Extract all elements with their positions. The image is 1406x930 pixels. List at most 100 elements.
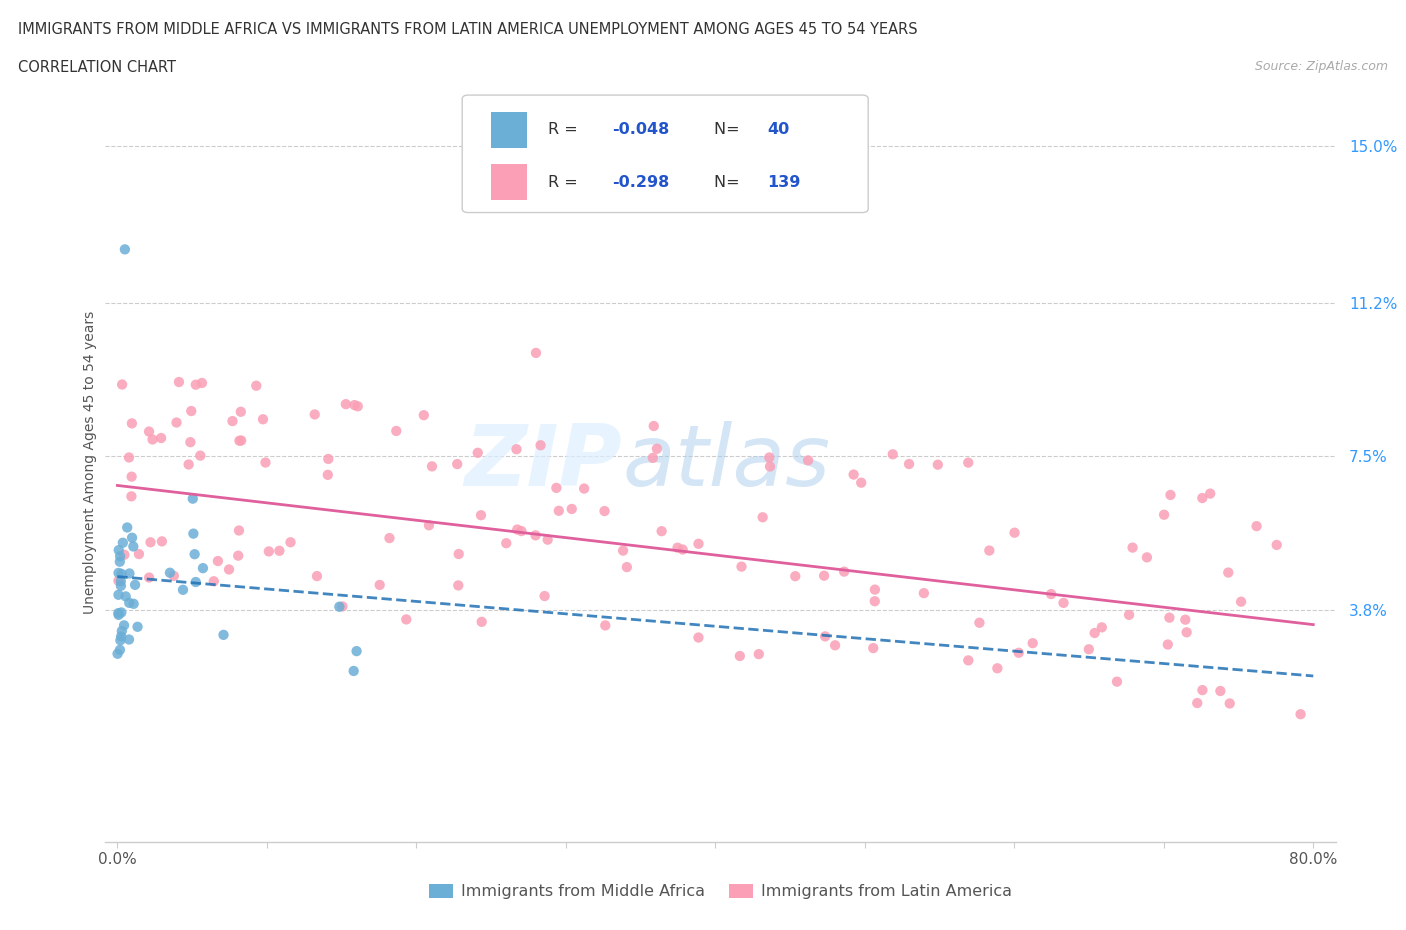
Point [505,442,527,457]
Point [470,508,492,523]
Point [332,599,354,614]
Point [385,423,408,438]
Point [979,543,1001,558]
Point [957,653,980,668]
Point [863,582,886,597]
Point [537,532,560,547]
Point [447,578,470,592]
Point [184,378,207,392]
Point [728,648,751,663]
Point [651,524,673,538]
Point [395,612,418,627]
Point [1175,625,1198,640]
Point [138,570,160,585]
Point [228,523,250,538]
Point [1008,645,1031,660]
Point [328,599,350,614]
Point [666,540,689,555]
Point [1187,696,1209,711]
Point [842,467,865,482]
Point [122,539,145,554]
Point [1174,612,1197,627]
Point [188,448,211,463]
Point [107,605,129,620]
Point [1191,491,1213,506]
Point [207,553,229,568]
Point [1105,674,1128,689]
Point [851,475,873,490]
Point [191,561,214,576]
Point [163,568,186,583]
Point [221,414,243,429]
Point [751,510,773,525]
Point [524,528,547,543]
Point [1219,696,1241,711]
Point [112,548,135,563]
Point [183,526,205,541]
Point [1230,594,1253,609]
Y-axis label: Unemployment Among Ages 45 to 54 years: Unemployment Among Ages 45 to 54 years [83,311,97,615]
Point [228,433,250,448]
Point [231,433,253,448]
Point [572,481,595,496]
Point [368,578,391,592]
Point [957,455,980,470]
Point [759,459,782,474]
Point [107,565,129,580]
Point [927,458,949,472]
Point [107,574,129,589]
Point [547,503,569,518]
Point [139,535,162,550]
Text: -0.048: -0.048 [613,122,669,137]
Point [108,549,131,564]
Point [1289,707,1312,722]
Point [138,424,160,439]
Point [118,632,141,647]
Point [643,418,665,433]
Point [506,522,529,537]
Point [110,605,132,620]
Point [107,646,129,661]
Text: -0.298: -0.298 [613,175,669,190]
Point [412,407,434,422]
Point [1122,540,1144,555]
Point [1246,519,1268,534]
Point [672,542,695,557]
Point [1265,538,1288,552]
Point [1218,565,1240,580]
Text: IMMIGRANTS FROM MIDDLE AFRICA VS IMMIGRANTS FROM LATIN AMERICA UNEMPLOYMENT AMON: IMMIGRANTS FROM MIDDLE AFRICA VS IMMIGRA… [18,22,918,37]
Point [180,404,202,418]
Point [107,588,129,603]
Point [969,616,991,631]
Point [529,438,551,453]
Point [1209,684,1232,698]
Point [121,416,143,431]
Point [882,446,904,461]
Point [177,457,200,472]
Point [226,549,249,564]
Point [1136,550,1159,565]
Point [1153,507,1175,522]
Point [813,568,835,583]
Point [183,547,205,562]
Text: N=: N= [714,122,745,137]
Point [1040,587,1063,602]
Point [120,489,142,504]
Point [114,242,136,257]
Point [304,407,326,422]
Point [127,619,149,634]
Point [688,537,710,551]
Point [184,575,207,590]
Text: atlas: atlas [621,421,830,504]
Point [181,491,204,506]
Point [128,547,150,562]
Point [862,641,884,656]
Point [1021,636,1043,651]
Point [115,520,138,535]
Point [118,566,141,581]
Text: CORRELATION CHART: CORRELATION CHART [18,60,176,75]
Point [346,644,368,658]
Point [110,632,132,647]
Point [305,568,328,583]
Point [510,524,533,538]
